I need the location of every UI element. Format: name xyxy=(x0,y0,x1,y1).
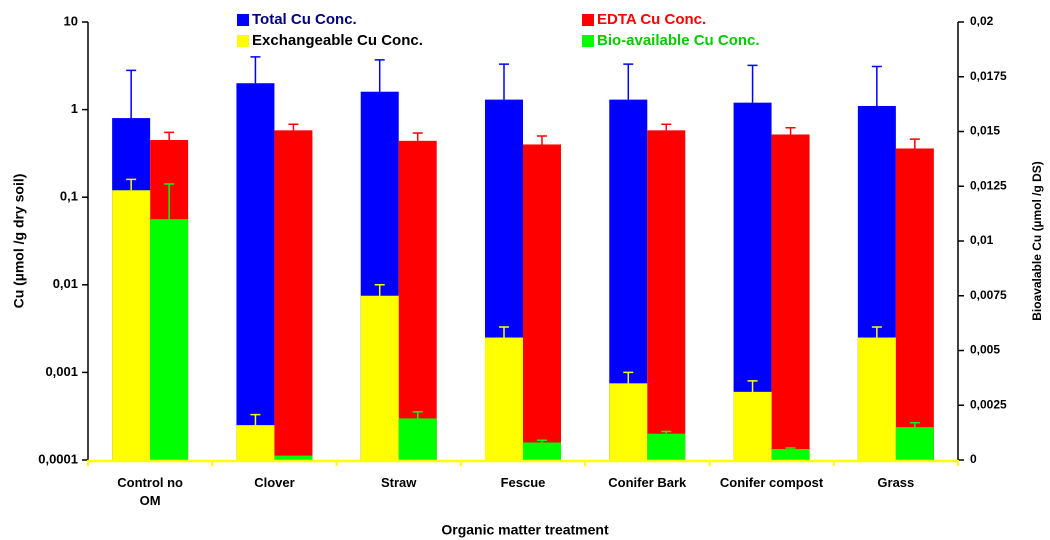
error-bar xyxy=(909,422,920,428)
legend-swatch xyxy=(582,14,594,26)
error-bar xyxy=(661,430,672,434)
error-bar xyxy=(747,64,758,103)
bar xyxy=(771,134,810,461)
error-bar xyxy=(785,447,796,450)
x-tick-label: Conifer Bark xyxy=(608,475,687,490)
legend-label: Bio-available Cu Conc. xyxy=(597,32,760,49)
y2-tick-label: 0,005 xyxy=(970,343,1000,357)
y2-axis-title: Bioavalable Cu (µmol /g DS) xyxy=(1030,161,1044,321)
x-tick-label: Clover xyxy=(254,475,295,490)
error-bar xyxy=(374,59,385,92)
x-axis-title: Organic matter treatment xyxy=(441,522,609,538)
y-tick-label: 1 xyxy=(71,101,78,116)
error-bar xyxy=(747,380,758,392)
error-bar xyxy=(871,65,882,106)
error-bar xyxy=(623,63,634,100)
error-bar xyxy=(499,326,509,338)
bar xyxy=(523,442,561,460)
y2-tick-label: 0,0175 xyxy=(970,69,1007,83)
error-bar xyxy=(164,183,175,220)
bar xyxy=(398,140,437,460)
x-tick-label: Fescue xyxy=(500,475,546,490)
y-tick-label: 0,0001 xyxy=(38,451,78,466)
legend-label: Exchangeable Cu Conc. xyxy=(252,32,423,49)
error-bar xyxy=(250,56,261,84)
error-bar xyxy=(164,131,175,140)
error-bar xyxy=(661,123,672,131)
bar xyxy=(771,449,810,460)
error-bar xyxy=(412,132,423,141)
bar xyxy=(485,337,523,460)
error-bar xyxy=(126,178,137,191)
bar xyxy=(236,425,275,460)
bar xyxy=(609,383,648,460)
bar xyxy=(274,130,313,460)
legend-swatch xyxy=(237,14,249,26)
bar xyxy=(360,295,399,460)
y2-tick-label: 0,0075 xyxy=(970,288,1007,302)
error-bar xyxy=(412,411,423,419)
error-bar xyxy=(288,123,299,131)
y2-tick-label: 0,01 xyxy=(970,233,994,247)
error-bar xyxy=(537,135,547,145)
y-tick-label: 0,001 xyxy=(45,364,78,379)
y2-tick-label: 0,015 xyxy=(970,124,1000,138)
error-bar xyxy=(126,69,137,119)
error-bar xyxy=(871,326,882,338)
bar xyxy=(398,418,437,460)
bar xyxy=(895,148,934,460)
x-tick-label: Straw xyxy=(381,475,417,490)
x-tick-label: Grass xyxy=(877,475,915,490)
bar xyxy=(274,455,313,460)
bar xyxy=(647,130,686,460)
error-bar xyxy=(250,413,261,426)
bar xyxy=(857,337,896,460)
legend-label: Total Cu Conc. xyxy=(252,11,357,28)
error-bar xyxy=(785,127,796,135)
legend-label: EDTA Cu Conc. xyxy=(597,11,706,28)
bar xyxy=(647,433,686,460)
error-bar xyxy=(623,371,634,384)
legend-swatch xyxy=(582,35,594,47)
legend-swatch xyxy=(237,35,249,47)
bar xyxy=(523,144,561,461)
bar xyxy=(236,83,275,461)
error-bar xyxy=(499,63,509,100)
y2-tick-label: 0,0025 xyxy=(970,397,1007,411)
y-tick-label: 10 xyxy=(64,13,78,28)
y-tick-label: 0,1 xyxy=(60,189,78,204)
y2-tick-label: 0,02 xyxy=(970,14,994,28)
error-bar xyxy=(909,138,920,149)
bar xyxy=(895,427,934,460)
y-axis-title: Cu (µmol /g dry soil) xyxy=(11,174,27,309)
bar xyxy=(150,219,189,460)
x-tick-label: Control no OM xyxy=(117,475,183,508)
y2-tick-label: 0 xyxy=(970,452,977,466)
bar xyxy=(112,190,151,460)
y-tick-label: 0,01 xyxy=(53,276,78,291)
bar xyxy=(733,391,772,460)
error-bar xyxy=(374,284,385,296)
error-bar xyxy=(537,439,547,443)
x-tick-label: Conifer compost xyxy=(719,475,824,490)
y2-tick-label: 0,0125 xyxy=(970,178,1007,192)
